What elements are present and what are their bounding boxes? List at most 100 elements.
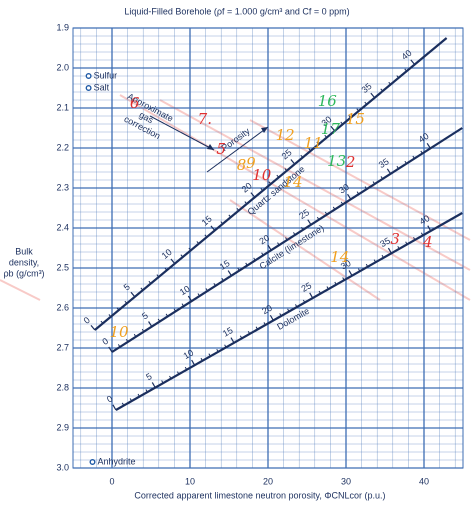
- x-tick-label: 40: [419, 476, 429, 486]
- minor-porosity-tick: [364, 186, 368, 190]
- y-tick-label: 2.5: [56, 262, 69, 272]
- minor-porosity-tick: [205, 288, 208, 292]
- minor-porosity-tick: [247, 331, 251, 335]
- porosity-tick: [330, 125, 336, 132]
- minor-porosity-tick: [373, 259, 377, 263]
- minor-porosity-tick: [239, 335, 243, 339]
- minor-porosity-tick: [157, 318, 161, 322]
- porosity-label: 30: [337, 182, 351, 196]
- porosity-label: 0: [105, 393, 114, 404]
- minor-porosity-tick: [220, 221, 224, 225]
- porosity-tick: [267, 244, 272, 251]
- minor-porosity-tick: [302, 299, 306, 303]
- minor-porosity-tick: [404, 68, 408, 72]
- mineral-point: [85, 84, 92, 91]
- porosity-label: 0: [82, 315, 92, 326]
- x-axis-label: Corrected apparent limestone neutron por…: [134, 490, 385, 500]
- porosity-label: 35: [378, 235, 392, 249]
- minor-porosity-tick: [100, 320, 104, 324]
- handwritten-note: 6: [130, 94, 140, 112]
- porosity-tick: [170, 258, 176, 265]
- porosity-label: 25: [297, 207, 311, 221]
- minor-porosity-tick: [260, 188, 264, 191]
- y-tick-label: 1.9: [56, 22, 69, 32]
- minor-porosity-tick: [405, 241, 408, 245]
- porosity-label: 35: [360, 81, 374, 95]
- handwritten-note: 3: [390, 230, 400, 248]
- handwritten-note: 16: [318, 92, 338, 110]
- porosity-tick: [90, 325, 96, 331]
- minor-porosity-tick: [332, 206, 336, 210]
- handwritten-note: 4: [422, 233, 433, 251]
- minor-porosity-tick: [268, 181, 272, 185]
- minor-porosity-tick: [237, 267, 240, 271]
- handwritten-note: 17: [321, 120, 341, 138]
- minor-porosity-tick: [380, 88, 384, 92]
- minor-porosity-tick: [116, 307, 120, 311]
- porosity-tick: [108, 346, 113, 353]
- handwritten-note: 9: [246, 154, 256, 172]
- minor-porosity-tick: [125, 339, 129, 343]
- minor-porosity-tick: [236, 207, 240, 211]
- minor-porosity-tick: [284, 168, 288, 172]
- minor-porosity-tick: [196, 241, 200, 245]
- handwritten-note: 13: [327, 152, 346, 170]
- porosity-arrow: [206, 126, 269, 173]
- porosity-tick: [370, 92, 376, 99]
- porosity-tick: [250, 192, 256, 198]
- y-tick-label: 2.9: [56, 422, 69, 432]
- y-tick-label: 2.0: [56, 62, 69, 72]
- porosity-label: 20: [257, 233, 271, 247]
- minor-porosity-tick: [420, 232, 424, 236]
- y-tick-label: 2.2: [56, 142, 69, 152]
- porosity-tick: [290, 159, 296, 165]
- minor-porosity-tick: [364, 101, 368, 105]
- minor-porosity-tick: [200, 357, 203, 361]
- minor-porosity-tick: [372, 181, 376, 185]
- highlight: [229, 199, 381, 301]
- mineral-point: [89, 459, 96, 466]
- porosity-tick: [348, 270, 353, 276]
- minor-porosity-tick: [293, 232, 296, 236]
- y-axis-label: ρb (g/cm³): [3, 268, 44, 278]
- minor-porosity-tick: [308, 148, 312, 152]
- porosity-tick: [151, 382, 156, 388]
- x-tick-label: 30: [341, 476, 351, 486]
- minor-porosity-tick: [381, 254, 384, 259]
- minor-porosity-tick: [420, 150, 423, 154]
- porosity-label: 5: [144, 371, 153, 382]
- porosity-label: 15: [200, 214, 214, 228]
- minor-porosity-tick: [342, 277, 345, 281]
- minor-porosity-tick: [129, 398, 133, 402]
- porosity-tick: [191, 359, 196, 366]
- porosity-label: 5: [122, 282, 132, 293]
- minor-porosity-tick: [221, 277, 224, 281]
- chart-title: Liquid-Filled Borehole (ρf = 1.000 g/cm³…: [124, 6, 349, 16]
- minor-porosity-tick: [263, 322, 266, 326]
- minor-porosity-tick: [404, 160, 407, 164]
- mineral-point: [85, 72, 92, 79]
- handwritten-note: 14: [283, 173, 302, 191]
- porosity-label: 10: [178, 284, 192, 298]
- minor-porosity-tick: [208, 353, 211, 357]
- porosity-tick: [187, 295, 193, 302]
- y-tick-label: 2.8: [56, 382, 69, 392]
- y-axis-label: Bulk: [15, 246, 33, 256]
- minor-porosity-tick: [277, 242, 280, 246]
- porosity-tick: [112, 404, 117, 411]
- handwritten-note: 10: [109, 323, 129, 341]
- minor-porosity-tick: [396, 165, 399, 169]
- minor-porosity-tick: [244, 201, 248, 205]
- y-tick-label: 2.6: [56, 302, 69, 312]
- minor-porosity-tick: [324, 211, 328, 215]
- minor-porosity-tick: [145, 389, 148, 393]
- minor-porosity-tick: [161, 380, 164, 384]
- plot-frame: [72, 27, 464, 469]
- porosity-tick: [387, 247, 392, 254]
- minor-porosity-tick: [388, 81, 392, 85]
- minor-porosity-tick: [140, 287, 144, 291]
- porosity-label: 10: [160, 247, 174, 261]
- minor-porosity-tick: [176, 371, 180, 375]
- mineral-label: Anhydrite: [98, 456, 136, 466]
- minor-porosity-tick: [121, 402, 125, 406]
